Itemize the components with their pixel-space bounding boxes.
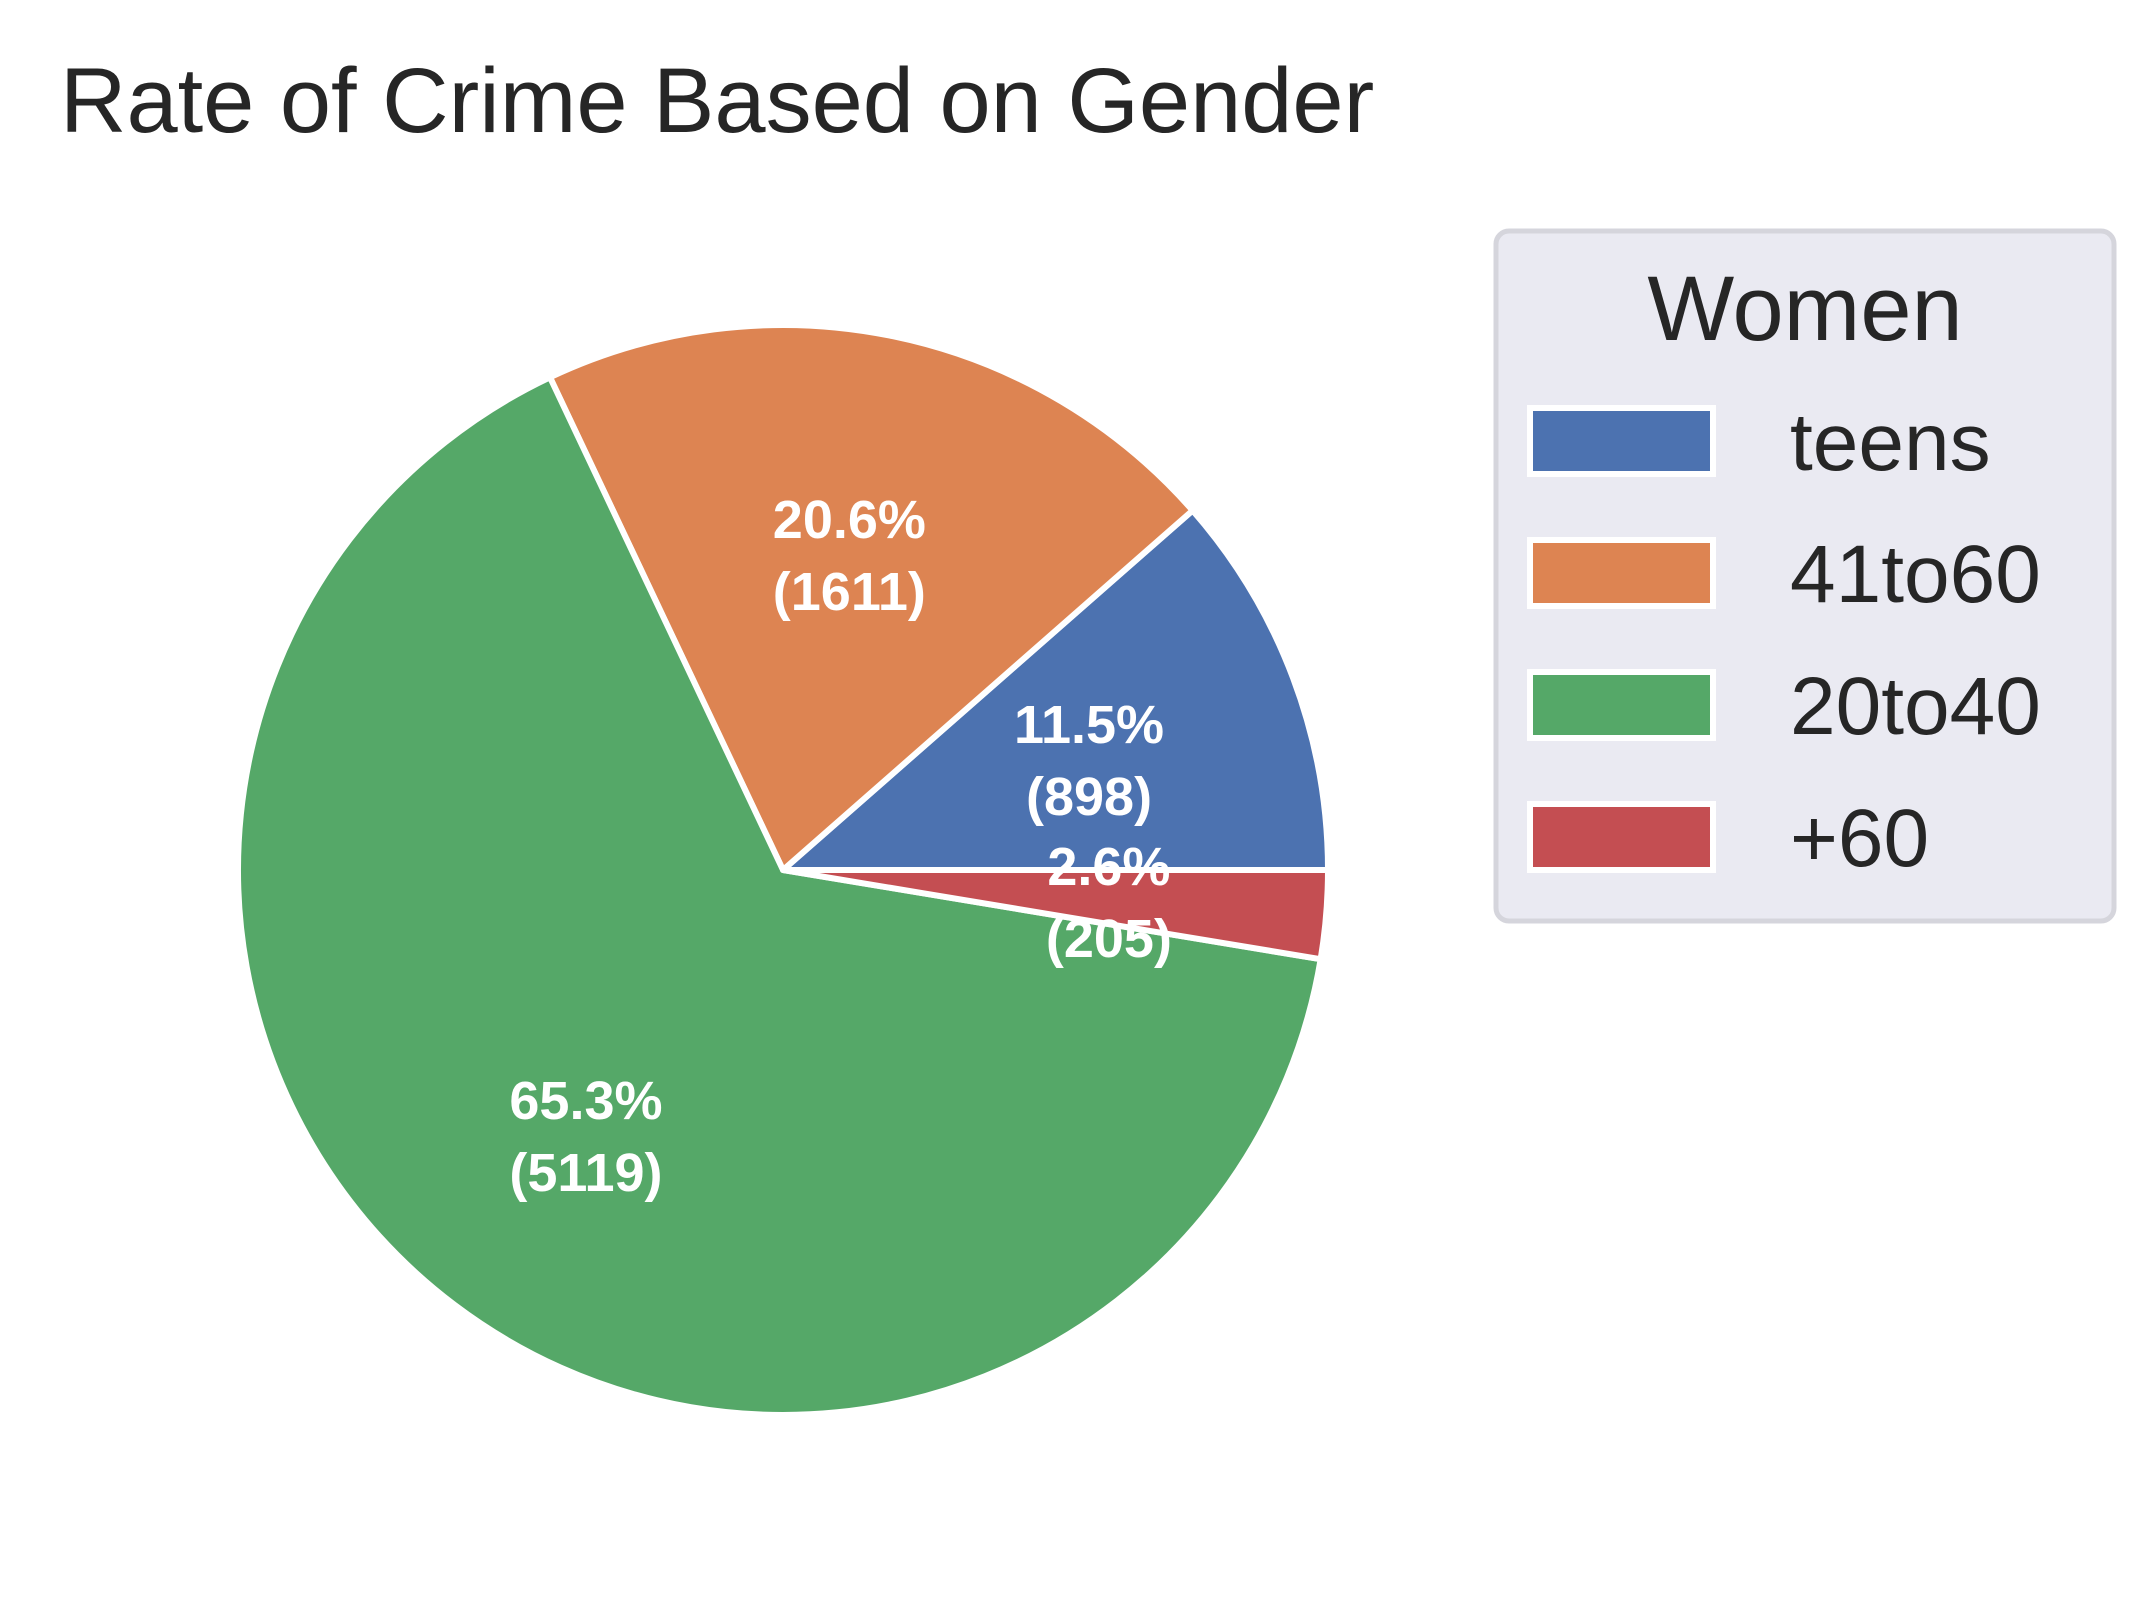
legend-items: teens 41to60 20to40 +60 xyxy=(1527,397,2041,884)
legend: Women teens 41to60 20to40 +60 xyxy=(1493,228,2117,924)
legend-label: teens xyxy=(1790,397,1991,488)
pie-slice-41to60 xyxy=(546,322,1196,873)
legend-frame xyxy=(1493,228,2117,924)
legend-label: +60 xyxy=(1790,793,1929,884)
legend-swatch xyxy=(1527,669,1716,741)
legend-swatch xyxy=(1527,537,1716,609)
legend-item-20to40: 20to40 xyxy=(1527,661,2041,752)
legend-label: 41to60 xyxy=(1790,529,2041,620)
slice-count-label: (1611) xyxy=(773,562,926,622)
chart-title: Rate of Crime Based on Gender xyxy=(60,50,1374,152)
legend-item-teens: teens xyxy=(1527,397,1991,488)
slice-count-label: (205) xyxy=(1046,909,1172,969)
legend-item-+60: +60 xyxy=(1527,793,1929,884)
legend-title: Women xyxy=(1647,258,1962,360)
slice-percent-label: 65.3% xyxy=(509,1071,662,1131)
pie-slice-20to40 xyxy=(235,374,1324,1418)
slice-percent-label: 20.6% xyxy=(773,490,926,550)
pie-slice-labels: 11.5% (898) 20.6% (1611) 65.3% (5119) 2.6% (205… xyxy=(509,490,1172,1203)
legend-swatch xyxy=(1527,405,1716,477)
slice-count-label: (5119) xyxy=(509,1143,662,1203)
pie-slices xyxy=(235,322,1331,1418)
pie-slice-teens xyxy=(780,507,1331,873)
legend-item-41to60: 41to60 xyxy=(1527,529,2041,620)
slice-percent-label: 2.6% xyxy=(1047,837,1170,897)
legend-label: 20to40 xyxy=(1790,661,2041,752)
slice-percent-label: 11.5% xyxy=(1014,695,1164,755)
legend-swatch xyxy=(1527,801,1716,873)
pie-slice-+60 xyxy=(780,867,1331,963)
slice-count-label: (898) xyxy=(1026,767,1152,827)
